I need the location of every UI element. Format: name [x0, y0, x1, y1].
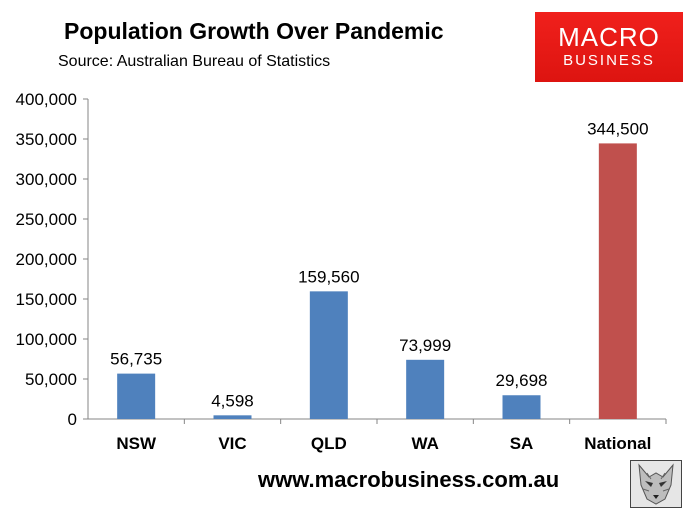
data-label: 29,698: [496, 371, 548, 390]
y-tick-label: 350,000: [16, 130, 77, 149]
logo-line-business: BUSINESS: [563, 52, 655, 69]
y-tick-label: 100,000: [16, 330, 77, 349]
bar-sa: [502, 395, 541, 419]
x-tick-label: VIC: [218, 434, 246, 453]
bar-national: [598, 143, 637, 419]
website-url: www.macrobusiness.com.au: [258, 467, 560, 492]
data-label: 344,500: [587, 119, 648, 138]
data-label: 73,999: [399, 336, 451, 355]
macrobusiness-logo: MACRO BUSINESS: [535, 12, 683, 82]
data-label: 4,598: [211, 391, 254, 410]
bar-nsw: [117, 373, 156, 419]
y-tick-label: 250,000: [16, 210, 77, 229]
bar-qld: [309, 291, 348, 419]
logo-line-macro: MACRO: [558, 22, 660, 52]
x-tick-label: SA: [510, 434, 534, 453]
chart-source: Source: Australian Bureau of Statistics: [58, 53, 331, 70]
y-tick-label: 200,000: [16, 250, 77, 269]
chart-title: Population Growth Over Pandemic: [64, 18, 444, 44]
x-tick-label: NSW: [116, 434, 157, 453]
wolf-seal-icon: [630, 460, 682, 508]
bar-wa: [406, 359, 445, 419]
data-label: 56,735: [110, 350, 162, 369]
y-tick-label: 0: [68, 410, 77, 429]
y-tick-label: 50,000: [25, 370, 77, 389]
y-tick-label: 300,000: [16, 170, 77, 189]
y-tick-label: 150,000: [16, 290, 77, 309]
x-tick-label: QLD: [311, 434, 347, 453]
data-label: 159,560: [298, 267, 359, 286]
y-tick-label: 400,000: [16, 90, 77, 109]
x-tick-label: WA: [411, 434, 438, 453]
x-tick-label: National: [584, 434, 651, 453]
bar-vic: [213, 415, 252, 419]
